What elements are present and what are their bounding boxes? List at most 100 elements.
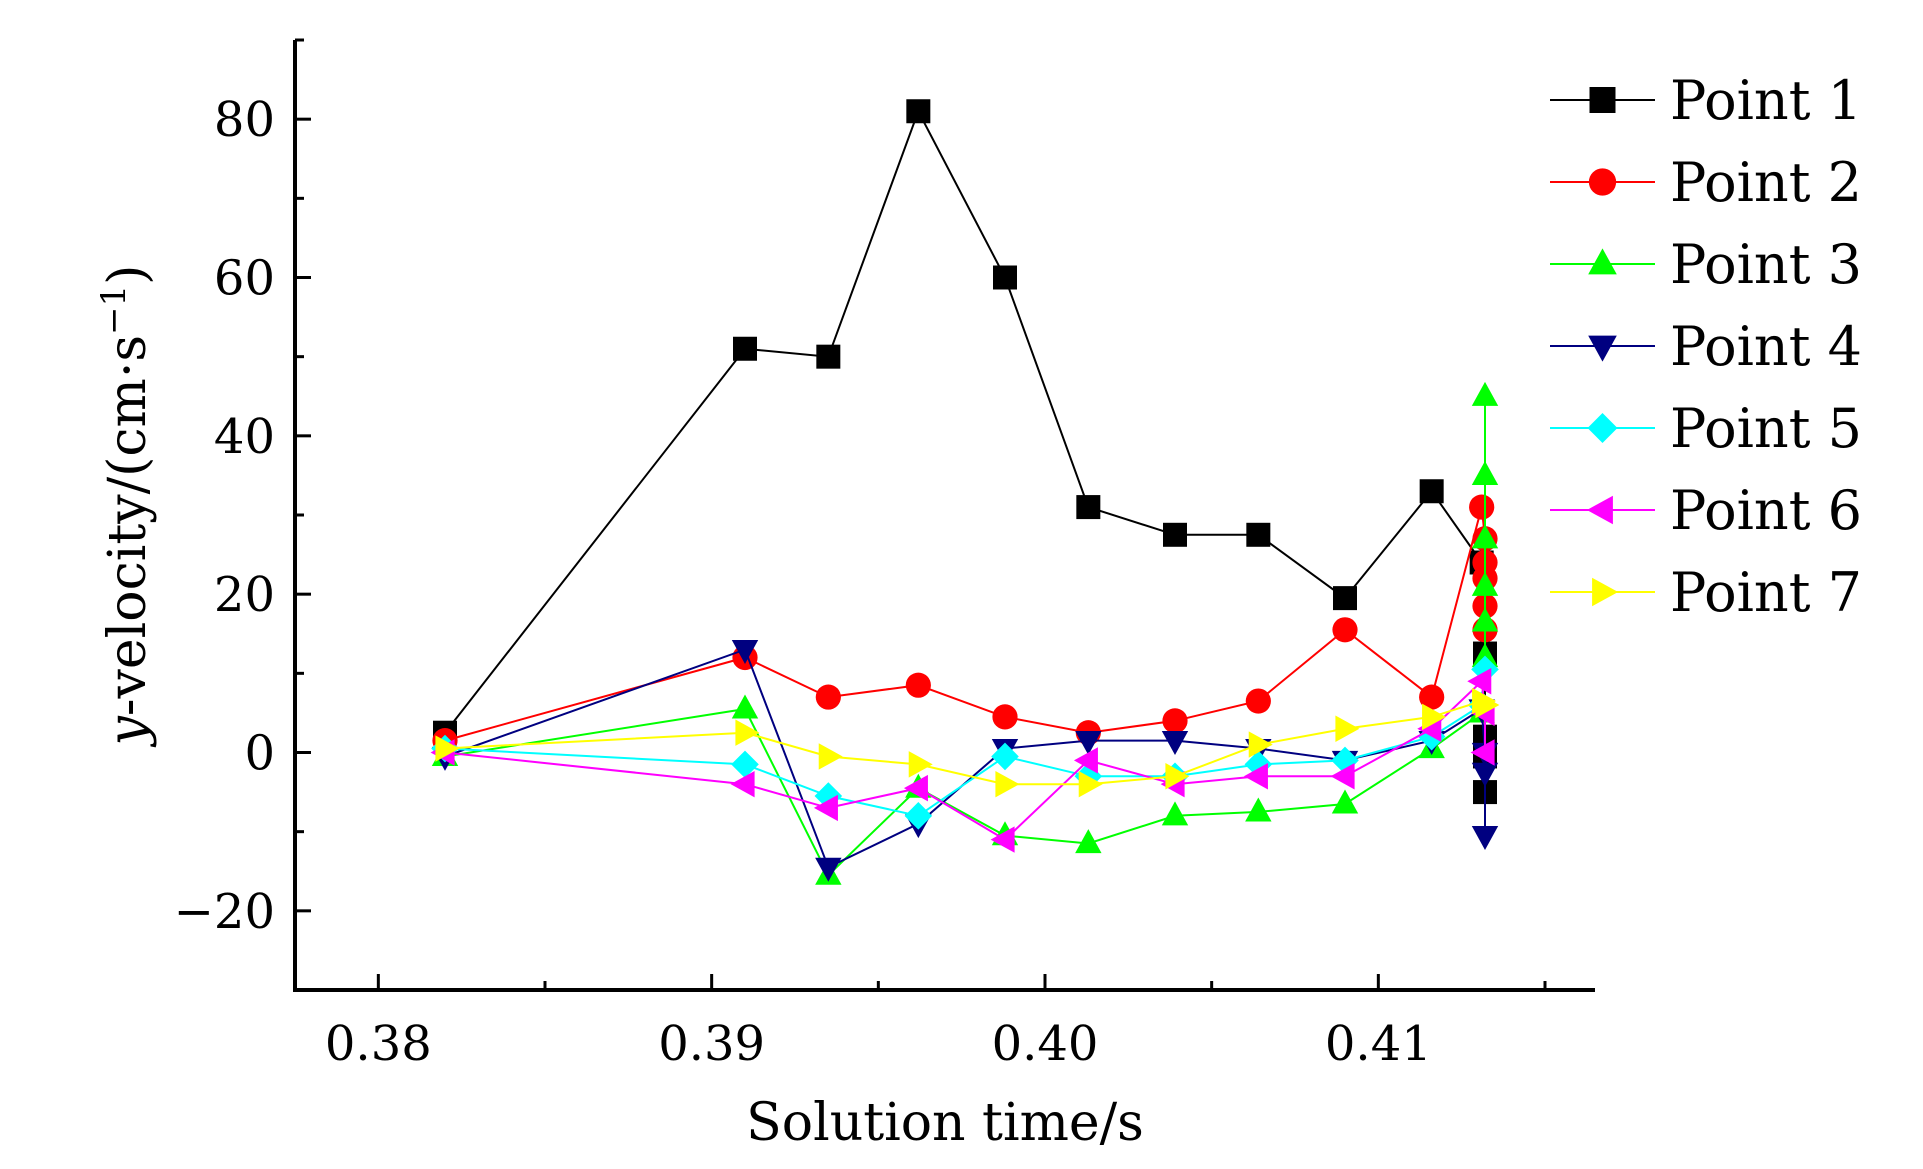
data-point	[1333, 586, 1357, 611]
data-point	[905, 672, 931, 698]
data-point	[1471, 643, 1499, 668]
legend-item-1: Point 1	[1550, 69, 1862, 132]
data-point	[731, 694, 759, 719]
data-point	[1331, 789, 1359, 814]
legend-item-3: Point 3	[1550, 233, 1862, 296]
data-point	[906, 99, 931, 124]
legend-marker	[1587, 413, 1618, 443]
data-point	[1248, 731, 1273, 758]
data-point	[815, 684, 841, 710]
data-point	[1076, 495, 1101, 520]
data-point	[735, 719, 760, 746]
data-point	[904, 802, 933, 830]
data-point	[731, 639, 759, 664]
data-point	[731, 750, 759, 779]
data-point	[1467, 668, 1492, 695]
x-tick-label: 0.38	[325, 1016, 432, 1072]
legend-marker	[1586, 495, 1613, 525]
x-tick-label: 0.39	[658, 1016, 765, 1072]
y-axis-title-rest: -velocity/(cm·s	[98, 335, 158, 716]
data-point	[1471, 762, 1499, 787]
data-point	[1075, 829, 1102, 854]
legend-item-2: Point 2	[1550, 151, 1862, 214]
data-point	[1471, 826, 1499, 851]
series-line-4	[444, 648, 1486, 869]
legend-marker	[1589, 87, 1616, 113]
legend-label: Point 7	[1670, 561, 1862, 624]
series-line-7	[444, 699, 1486, 786]
data-point	[1161, 801, 1189, 826]
data-point	[816, 344, 841, 369]
series-7	[435, 687, 1500, 798]
y-tick-label: 80	[214, 92, 275, 148]
data-point	[991, 742, 1019, 771]
legend-label: Point 5	[1670, 397, 1862, 460]
x-axis-title: Solution time/s	[746, 1093, 1144, 1153]
data-point	[815, 857, 842, 882]
data-point	[1161, 731, 1189, 756]
data-point	[733, 336, 757, 361]
data-point	[995, 770, 1020, 798]
data-point	[1245, 797, 1272, 822]
legend-marker	[1588, 335, 1617, 362]
legend-label: Point 1	[1670, 69, 1862, 132]
data-point	[908, 751, 933, 778]
data-point	[1471, 524, 1499, 549]
data-point	[1245, 688, 1271, 714]
data-point	[1075, 731, 1102, 756]
data-point	[1419, 684, 1445, 710]
series-line-3	[444, 396, 1486, 877]
x-tick-label: 0.41	[1325, 1016, 1432, 1072]
legend-label: Point 2	[1670, 151, 1862, 214]
legend: Point 1 Point 2 Point 3 Point 4 Point 5 Point…	[1550, 69, 1862, 624]
y-axis-title-sup: −1	[94, 285, 134, 335]
data-point	[818, 743, 843, 770]
data-point	[1471, 571, 1499, 596]
data-point	[1162, 708, 1188, 734]
y-tick-label: 20	[214, 567, 275, 623]
y-axis-title-close: )	[98, 265, 158, 285]
data-point	[1246, 522, 1271, 547]
data-point	[1163, 522, 1187, 547]
legend-label: Point 6	[1670, 479, 1862, 542]
data-point	[1243, 763, 1268, 790]
y-tick-label: 60	[214, 251, 275, 307]
legend-item-5: Point 5	[1550, 397, 1862, 460]
data-point	[1422, 703, 1447, 731]
legend-label: Point 3	[1670, 233, 1862, 296]
series-line-5	[444, 669, 1486, 817]
data-point	[1332, 617, 1358, 643]
data-point	[992, 704, 1018, 730]
y-axis-title-var: y	[98, 715, 158, 747]
legend-marker	[1592, 577, 1619, 607]
series-layer	[430, 99, 1500, 885]
axes: 0.38 0.39 0.40 0.41 −20 0 20 40 60 80	[174, 38, 1595, 1072]
series-1	[433, 99, 1497, 805]
data-point	[1078, 770, 1103, 798]
data-point	[1330, 763, 1355, 790]
data-point	[993, 265, 1017, 290]
data-point	[813, 794, 838, 822]
y-tick-label: −20	[174, 884, 275, 940]
legend-item-6: Point 6	[1550, 479, 1862, 542]
y-tick-label: 0	[244, 726, 275, 782]
data-point	[990, 826, 1015, 853]
data-point	[1475, 691, 1500, 719]
series-line-2	[444, 506, 1486, 742]
data-point	[1471, 381, 1499, 406]
data-point	[1419, 479, 1444, 504]
y-axis-title: y-velocity/(cm·s−1)	[94, 265, 158, 748]
data-point	[435, 735, 460, 762]
series-line-1	[444, 108, 1486, 793]
data-point	[730, 770, 755, 798]
data-point	[1335, 715, 1360, 742]
data-point	[1471, 607, 1499, 632]
y-tick-label: 40	[214, 409, 275, 465]
legend-marker	[1588, 168, 1617, 196]
legend-item-4: Point 4	[1550, 315, 1862, 378]
data-point	[1470, 739, 1495, 766]
data-point	[1165, 763, 1190, 790]
x-tick-label: 0.40	[992, 1016, 1099, 1072]
data-point	[1471, 461, 1499, 486]
